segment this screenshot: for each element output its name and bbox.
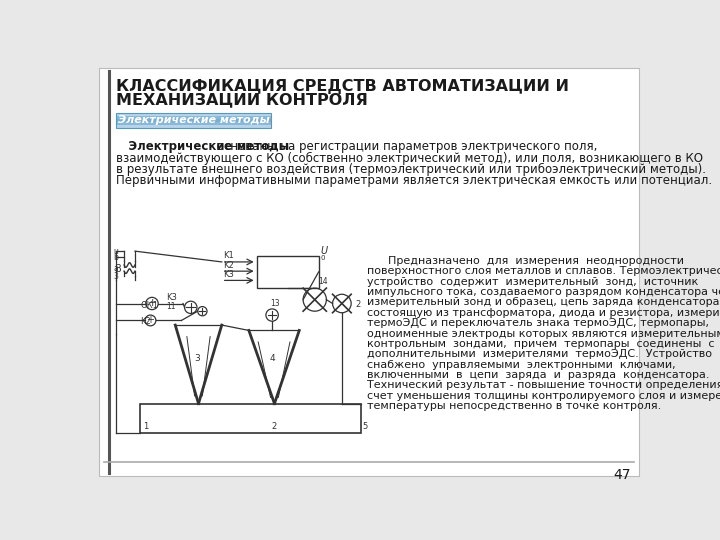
Text: 14: 14 [319,277,328,286]
Text: +: + [148,299,157,308]
Bar [117,122,271,125]
Text: дополнительными  измерителями  термоЭДС.  Устройство: дополнительными измерителями термоЭДС. У… [367,349,713,359]
Text: ОК1: ОК1 [140,301,158,309]
Text: счет уменьшения толщины контролируемого слоя и измерения: счет уменьшения толщины контролируемого … [367,391,720,401]
Text: K3: K3 [223,270,234,279]
Bar [140,403,361,433]
Text: термоЭДС и переключатель знака термоЭДС, термопары,: термоЭДС и переключатель знака термоЭДС,… [367,318,709,328]
Text: 1: 1 [143,422,148,431]
Text: 2: 2 [356,300,361,309]
Text: +: + [146,315,155,326]
Bar [117,116,271,119]
Bar [117,112,271,116]
Text: в результате внешнего воздействия (термоэлектрический или трибоэлектрический мет: в результате внешнего воздействия (термо… [117,163,706,176]
Text: K1: K1 [223,252,234,260]
Text: измерительный зонд и образец, цепь заряда конденсатора,: измерительный зонд и образец, цепь заряд… [367,298,720,307]
Text: 13: 13 [270,299,279,308]
Text: 47: 47 [613,468,631,482]
Text: Первичными информативными параметрами является электрическая емкость или потенци: Первичными информативными параметрами яв… [117,174,713,187]
Text: основаны на регистрации параметров электрического поля,: основаны на регистрации параметров элект… [214,140,598,153]
Text: КЛАССИФИКАЦИЯ СРЕДСТВ АВТОМАТИЗАЦИИ И: КЛАССИФИКАЦИЯ СРЕДСТВ АВТОМАТИЗАЦИИ И [117,79,570,93]
Text: a: a [113,265,118,273]
Text: 5: 5 [363,422,368,431]
Text: взаимодействующего с КО (собственно электрический метод), или поля, возникающего: взаимодействующего с КО (собственно элек… [117,151,703,165]
Text: температуры непосредственно в точке контроля.: температуры непосредственно в точке конт… [367,401,662,411]
Text: b: b [113,253,118,262]
Text: импульсного тока, создаваемого разрядом конденсатора через: импульсного тока, создаваемого разрядом … [367,287,720,297]
Text: Электрические методы: Электрические методы [117,140,289,153]
Text: Предназначено  для  измерения  неоднородности: Предназначено для измерения неоднороднос… [367,256,685,266]
Text: 4: 4 [270,354,276,363]
Text: поверхностного слоя металлов и сплавов. Термоэлектрическое: поверхностного слоя металлов и сплавов. … [367,266,720,276]
Text: одноименные электроды которых являются измерительным и: одноименные электроды которых являются и… [367,328,720,339]
Bar [117,112,271,128]
Bar [117,119,271,122]
Text: K2: K2 [223,261,234,269]
Text: МЕХАНИЗАЦИИ КОНТРОЛЯ: МЕХАНИЗАЦИИ КОНТРОЛЯ [117,92,368,107]
Text: 3: 3 [113,272,118,281]
Text: устройство  содержит  измерительный  зонд,  источник: устройство содержит измерительный зонд, … [367,276,698,287]
Text: Электрические методы: Электрические методы [118,115,270,125]
Bar [117,125,271,128]
Text: K3: K3 [166,293,177,302]
Text: 0: 0 [320,255,325,261]
Text: 2: 2 [271,422,276,431]
Bar [256,256,319,288]
Text: B: B [114,264,121,274]
Text: включенными  в  цепи  заряда  и  разряда  конденсатора.: включенными в цепи заряда и разряда конд… [367,370,710,380]
Text: 11: 11 [166,302,176,311]
Text: снабжено  управляемыми  электронными  ключами,: снабжено управляемыми электронными ключа… [367,360,676,370]
Text: 3: 3 [194,354,200,363]
Text: Технический результат - повышение точности определения за: Технический результат - повышение точнос… [367,381,720,390]
Text: K2: K2 [140,318,151,327]
Text: контрольным  зондами,  причем  термопары  соединены  с: контрольным зондами, причем термопары со… [367,339,715,349]
Text: u: u [113,247,118,255]
Text: состоящую из трансформатора, диода и резистора, измеритель: состоящую из трансформатора, диода и рез… [367,308,720,318]
Text: U: U [320,246,328,256]
